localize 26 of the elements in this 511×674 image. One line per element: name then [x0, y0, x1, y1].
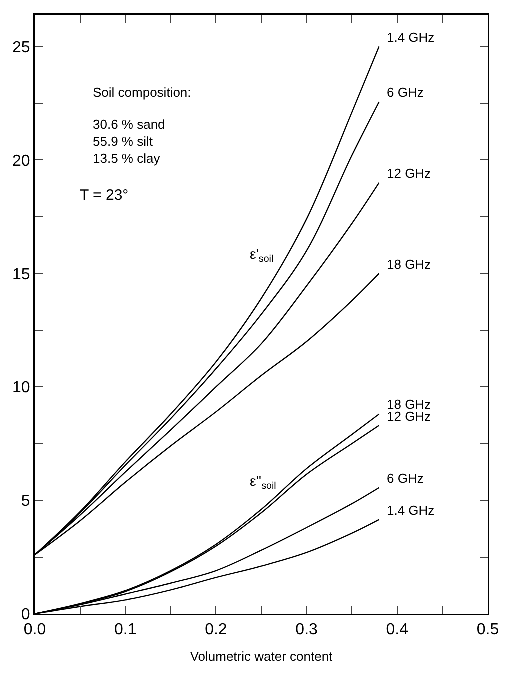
x-tick-label: 0.4 [386, 622, 409, 639]
annotation: 30.6 % sand 55.9 % silt 13.5 % clay [93, 117, 166, 166]
y-tick-label: 25 [12, 39, 30, 56]
series-label: 6 GHz [387, 471, 424, 486]
series-label: 6 GHz [387, 85, 424, 100]
x-tick-label: 0.5 [476, 622, 500, 639]
x-tick-label: 0.3 [296, 622, 318, 639]
x-tick-label: 0.2 [205, 622, 228, 639]
series-label: 12 GHz [387, 409, 432, 424]
y-tick-label: 15 [12, 266, 30, 284]
series-label: 18 GHz [387, 257, 432, 272]
x-tick-label: 0.0 [24, 622, 46, 639]
series-label: 12 GHz [387, 166, 432, 181]
y-tick-label: 5 [21, 493, 30, 510]
annotation: Soil composition: [93, 85, 192, 100]
y-tick-label: 0 [21, 606, 30, 624]
series-label: 1.4 GHz [387, 30, 435, 45]
annotation: ε'$_{soil}$ [250, 246, 274, 265]
x-axis-title: Volumetric water content [190, 649, 334, 664]
y-tick-label: 10 [12, 380, 30, 397]
x-tick-label: 0.1 [114, 622, 137, 639]
series-label: 18 GHz [387, 397, 432, 412]
series-label: 1.4 GHz [387, 503, 435, 518]
y-tick-label: 20 [12, 152, 30, 170]
annotation: ε''$_{soil}$ [250, 473, 276, 492]
annotation: T = 23° [80, 187, 129, 204]
